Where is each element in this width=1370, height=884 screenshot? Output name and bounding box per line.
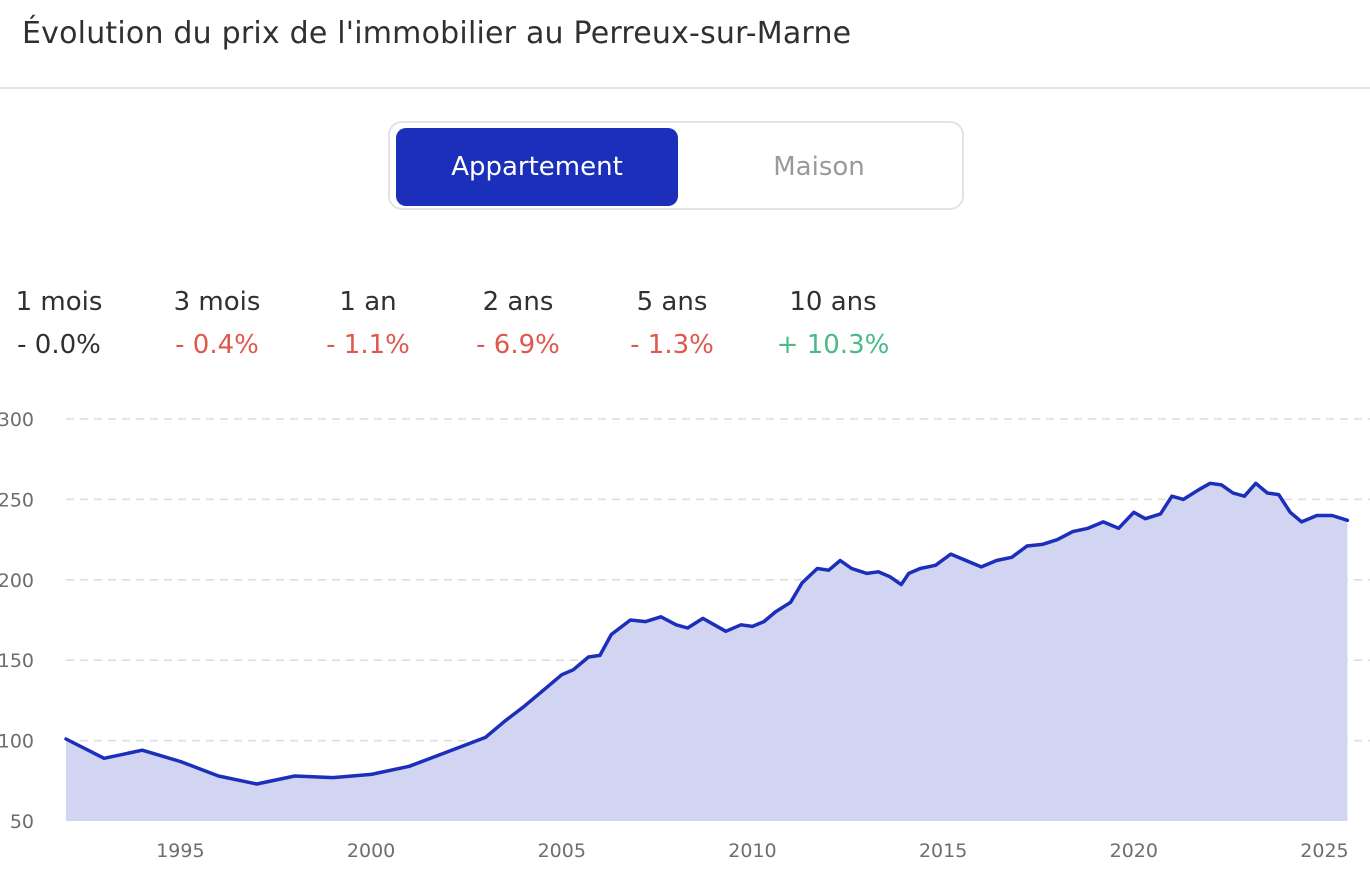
- x-tick-label: 2025: [1300, 840, 1348, 862]
- x-tick-label: 2000: [347, 840, 395, 862]
- series-area: [66, 483, 1348, 821]
- stat-value: - 0.0%: [17, 330, 101, 360]
- stat-label: 1 an: [339, 287, 397, 317]
- y-tick-label: 250: [0, 489, 34, 511]
- x-tick-label: 1995: [156, 840, 204, 862]
- appartement-tab[interactable]: Appartement: [396, 128, 678, 206]
- stat-value: - 6.9%: [476, 330, 560, 360]
- property-type-toggle: Appartement Maison: [388, 121, 964, 210]
- price-evolution-chart: 300 250 200 150 100 50 1995 2000 2005 2010 2015 202…: [0, 409, 1370, 862]
- price-change-stats: 1 mois - 0.0% 3 mois - 0.4% 1 an - 1.1% …: [0, 282, 960, 372]
- stat-3-mois: 3 mois - 0.4%: [142, 282, 292, 368]
- y-tick-label: 200: [0, 570, 34, 592]
- stat-value: - 1.3%: [630, 330, 714, 360]
- stat-label: 1 mois: [15, 287, 103, 317]
- stat-1-an: 1 an - 1.1%: [293, 282, 443, 368]
- stat-label: 10 ans: [789, 287, 877, 317]
- stat-value: - 0.4%: [175, 330, 259, 360]
- y-tick-label: 150: [0, 650, 34, 672]
- stat-10-ans: 10 ans + 10.3%: [758, 282, 908, 368]
- page-title: Évolution du prix de l'immobilier au Per…: [22, 16, 852, 51]
- y-tick-label: 300: [0, 409, 34, 431]
- header-divider: [0, 87, 1370, 89]
- stat-label: 5 ans: [636, 287, 708, 317]
- stat-5-ans: 5 ans - 1.3%: [597, 282, 747, 368]
- stat-1-mois: 1 mois - 0.0%: [0, 282, 134, 368]
- stat-2-ans: 2 ans - 6.9%: [443, 282, 593, 368]
- y-tick-label: 50: [10, 811, 34, 833]
- y-tick-label: 100: [0, 731, 34, 753]
- x-tick-label: 2005: [538, 840, 586, 862]
- x-tick-label: 2020: [1110, 840, 1158, 862]
- stat-label: 3 mois: [173, 287, 261, 317]
- x-tick-label: 2015: [919, 840, 967, 862]
- stat-value: - 1.1%: [326, 330, 410, 360]
- stat-value: + 10.3%: [776, 330, 890, 360]
- stat-label: 2 ans: [482, 287, 554, 317]
- x-tick-label: 2010: [728, 840, 776, 862]
- maison-tab[interactable]: Maison: [678, 128, 960, 206]
